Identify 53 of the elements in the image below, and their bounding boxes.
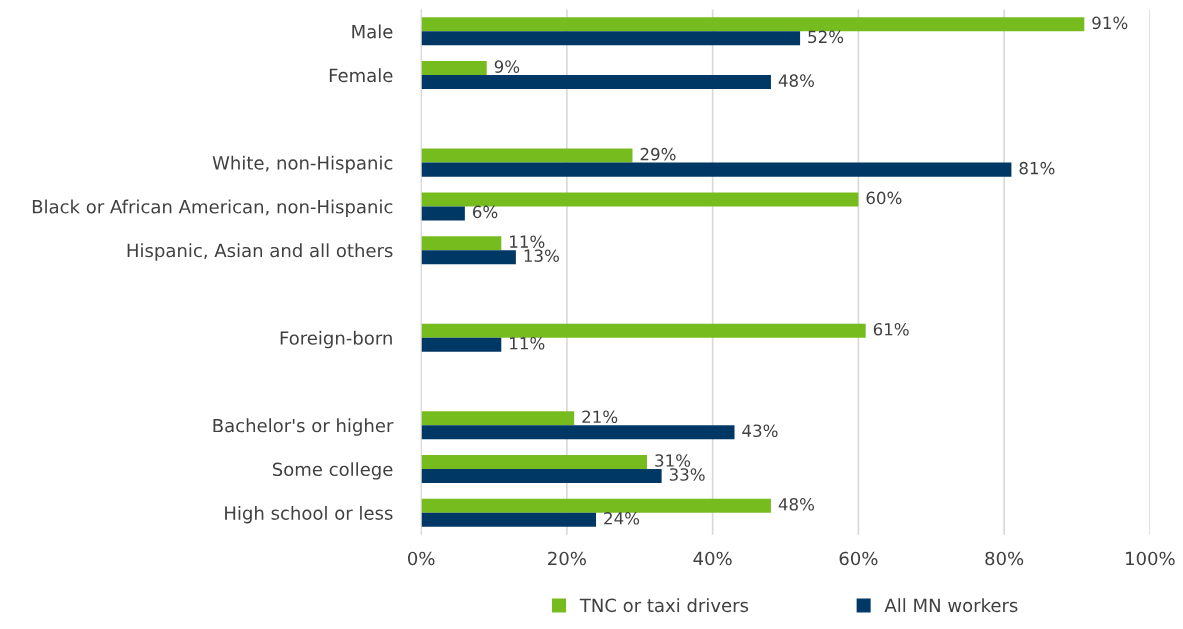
data-label: 21% — [582, 410, 618, 424]
bar — [421, 337, 502, 352]
y-tick-label: Bachelor's or higher — [213, 418, 394, 436]
data-label: 24% — [604, 512, 640, 525]
legend-label: All MN workers — [884, 598, 1018, 613]
legend-label: TNC or taxi drivers — [579, 598, 749, 613]
bar — [421, 162, 1012, 177]
bar — [421, 454, 648, 469]
bar — [421, 469, 662, 483]
y-tick-label: White, non-Hispanic — [212, 155, 393, 174]
y-tick-label: Hispanic, Asian and all others — [127, 243, 393, 261]
y-tick-label: Black or African American, non-Hispanic — [32, 199, 393, 218]
data-label: 29% — [640, 147, 676, 161]
bar — [421, 250, 516, 265]
data-label: 31% — [655, 454, 691, 467]
data-label: 52% — [808, 30, 844, 44]
bar — [421, 323, 866, 338]
x-tick-label: 20% — [548, 551, 586, 566]
bar — [421, 31, 801, 46]
bar — [421, 75, 771, 90]
data-label: 6% — [472, 205, 498, 219]
bar — [421, 236, 502, 251]
data-label: 60% — [866, 191, 902, 205]
data-label: 9% — [494, 60, 520, 73]
data-label: 11% — [510, 336, 545, 350]
x-tick-label: 100% — [1126, 551, 1175, 566]
y-tick-label: Foreign-born — [280, 330, 392, 349]
y-tick-label: Female — [329, 68, 393, 83]
x-tick-label: 40% — [693, 551, 732, 566]
data-label: 91% — [1092, 16, 1128, 30]
bar — [421, 148, 633, 163]
data-label: 48% — [778, 74, 815, 87]
bar — [421, 498, 771, 513]
y-tick-label: Male — [352, 24, 393, 39]
x-tick-label: 60% — [839, 551, 878, 566]
data-label: 48% — [778, 497, 815, 511]
data-label: 13% — [524, 249, 559, 262]
data-label: 61% — [873, 322, 909, 336]
bar — [421, 61, 487, 76]
x-tick-label: 0% — [408, 551, 435, 566]
y-tick-label: Some college — [272, 462, 393, 480]
bar — [421, 425, 735, 440]
x-tick-label: 80% — [985, 551, 1024, 566]
bar — [421, 512, 597, 527]
y-tick-label: High school or less — [225, 505, 393, 524]
data-label: 33% — [669, 468, 705, 481]
bar — [421, 192, 859, 207]
bar — [421, 411, 575, 426]
data-label: 81% — [1019, 161, 1055, 175]
data-label: 11% — [510, 235, 545, 248]
bar — [421, 17, 1085, 32]
bar — [421, 206, 465, 221]
data-label: 43% — [742, 424, 778, 438]
